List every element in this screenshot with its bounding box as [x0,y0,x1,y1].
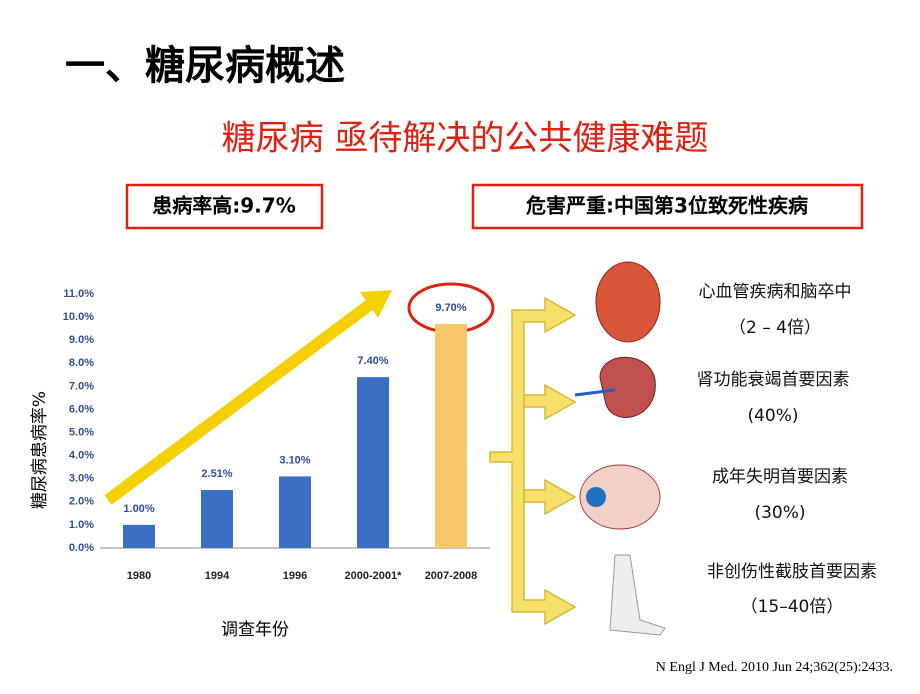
comp-label: 非创伤性截肢首要因素 [707,562,877,582]
bracket [489,296,577,626]
arrow-head [360,290,392,318]
comp-label: 成年失明首要因素 [712,467,848,487]
value-label: 3.10% [279,454,310,466]
x-tick-label: 1994 [205,570,230,582]
bar [435,324,467,548]
bar [201,490,233,548]
box-text: 患病率高:9.7% [152,194,295,218]
bar [357,377,389,548]
bar [123,524,155,548]
comp-detail: （2 – 4倍） [729,318,821,338]
y-tick-label: 11.0% [63,288,94,300]
y-tick-label: 3.0% [69,473,94,485]
value-label: 1.00% [123,503,154,515]
y-tick-label: 8.0% [69,357,94,369]
title: 一、糖尿病概述 [65,43,345,89]
box [471,183,864,230]
y-tick-label: 4.0% [69,450,94,462]
subtitle: 糖尿病 亟待解决的公共健康难题 [222,119,709,159]
x-tick-label: 1996 [283,570,307,582]
y-tick-label: 10.0% [63,311,94,323]
y-axis-label: 糖尿病患病率% [30,391,50,509]
x-axis-label: 调查年份 [221,620,289,640]
comp-label: 心血管疾病和脑卒中 [699,282,852,302]
y-tick-label: 1.0% [69,519,94,531]
y-tick-label: 6.0% [69,403,94,415]
box [125,183,324,230]
box-text: 危害严重:中国第3位致死性疾病 [526,194,808,218]
trend-arrow [104,298,376,505]
y-tick-label: 7.0% [69,380,94,392]
y-tick-label: 2.0% [69,496,94,508]
x-tick-label: 2000-2001* [345,570,403,582]
comp-detail: (40%) [747,406,798,426]
x-tick-label: 2007-2008 [425,570,478,582]
value-label: 2.51% [201,468,232,480]
y-tick-label: 9.0% [69,334,94,346]
comp-detail: (30%) [754,503,805,523]
y-tick-label: 5.0% [69,426,94,438]
citation: N Engl J Med. 2010 Jun 24;362(25):2433. [656,660,893,675]
icons [574,261,666,636]
value-label: 9.70% [435,302,466,314]
bar [279,476,311,548]
y-tick-label: 0.0% [69,542,94,554]
comp-detail: （15–40倍） [741,597,844,617]
value-label: 7.40% [357,355,388,367]
x-tick-label: 1980 [127,570,151,582]
comp-label: 肾功能衰竭首要因素 [697,370,850,390]
